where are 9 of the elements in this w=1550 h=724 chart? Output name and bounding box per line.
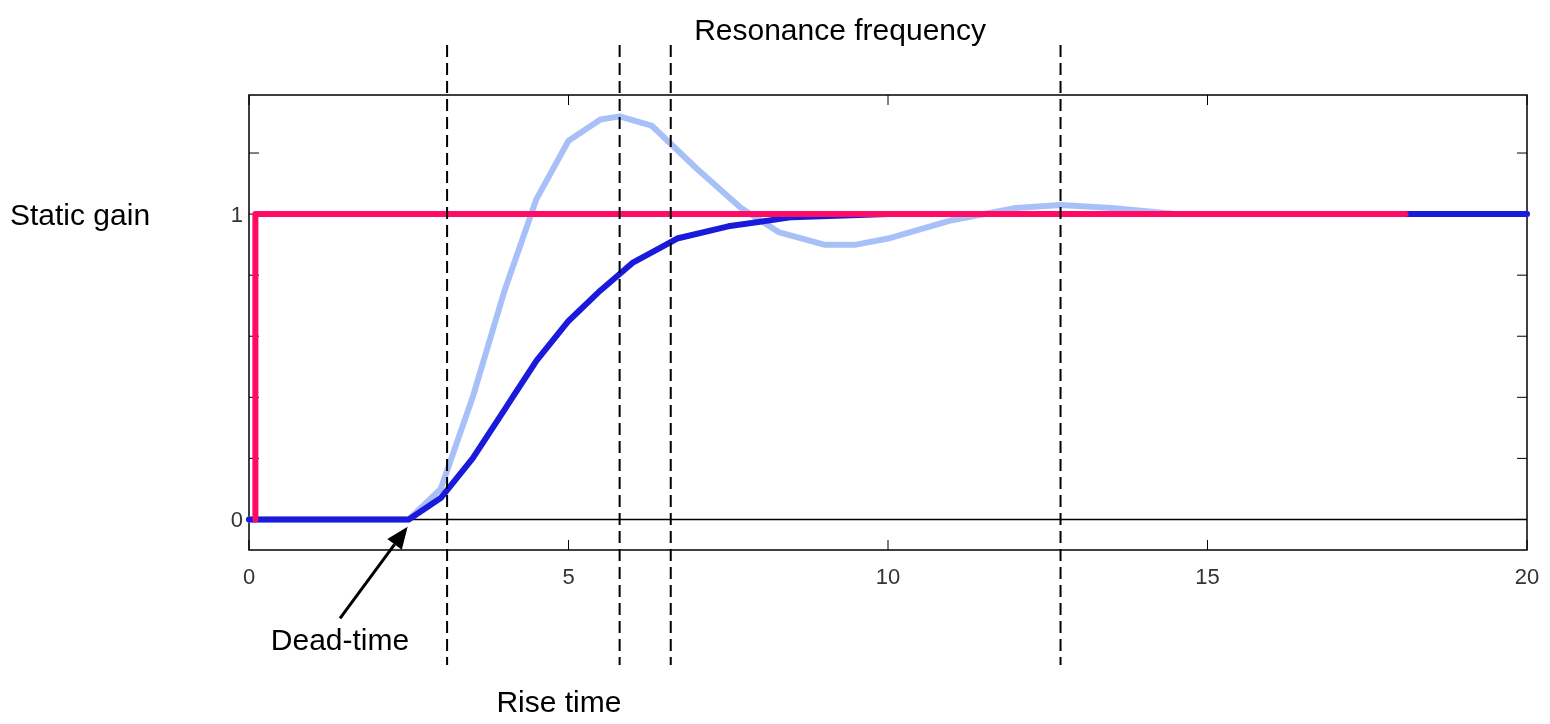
text: Dead-time [270, 623, 410, 657]
ref-line-label: Resonance frequency [694, 13, 986, 46]
x-tick-label: 20 [1514, 564, 1540, 589]
y-tick-label: 1 [230, 201, 243, 227]
ref-line-label: Rise time [496, 685, 622, 718]
x-tick-label: 15 [1195, 564, 1220, 589]
text: Static gain [10, 197, 151, 231]
x-tick-label: 5 [562, 564, 575, 589]
x-tick-label: 10 [875, 564, 901, 589]
